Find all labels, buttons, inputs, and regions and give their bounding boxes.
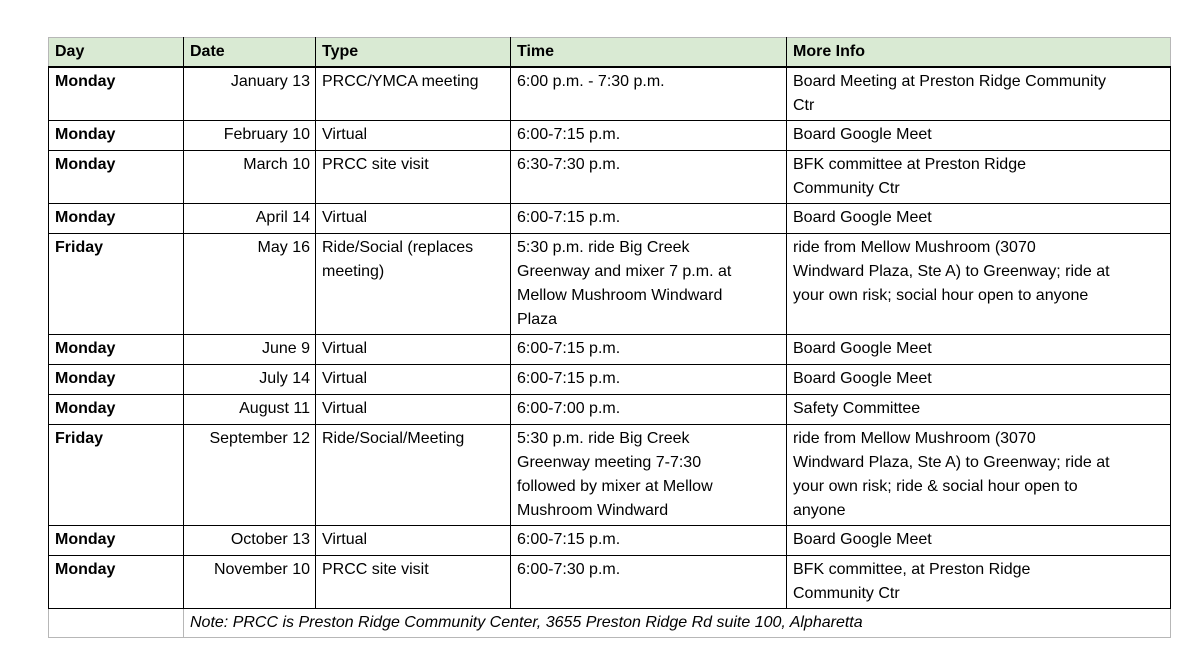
table-row: Monday July 14 Virtual 6:00-7:15 p.m. Board … — [48, 364, 1171, 395]
note-empty-cell — [48, 608, 184, 638]
cell-type: Virtual — [315, 334, 511, 365]
cell-time: 6:00-7:15 p.m. — [510, 120, 787, 151]
cell-info: ride from Mellow Mushroom (3070 Windward… — [786, 424, 1171, 526]
cell-day: Friday — [48, 424, 184, 526]
cell-date: August 11 — [183, 394, 316, 425]
cell-type: PRCC/YMCA meeting — [315, 66, 511, 121]
table-row: Monday November 10 PRCC site visit 6:00-7:3… — [48, 555, 1171, 609]
column-header-time: Time — [510, 37, 787, 68]
cell-info: Board Meeting at Preston Ridge Community… — [786, 66, 1171, 121]
cell-info: Board Google Meet — [786, 364, 1171, 395]
cell-day: Monday — [48, 120, 184, 151]
cell-date: March 10 — [183, 150, 316, 204]
cell-time: 6:00-7:15 p.m. — [510, 334, 787, 365]
cell-date: June 9 — [183, 334, 316, 365]
column-header-type: Type — [315, 37, 511, 68]
cell-type: Ride/Social/Meeting — [315, 424, 511, 526]
cell-day: Monday — [48, 66, 184, 121]
column-header-date: Date — [183, 37, 316, 68]
cell-time: 6:00-7:15 p.m. — [510, 203, 787, 234]
cell-info: Board Google Meet — [786, 525, 1171, 556]
table-row: Monday March 10 PRCC site visit 6:30-7:30 p… — [48, 150, 1171, 204]
cell-date: February 10 — [183, 120, 316, 151]
cell-date: July 14 — [183, 364, 316, 395]
cell-info: Board Google Meet — [786, 334, 1171, 365]
cell-date: May 16 — [183, 233, 316, 335]
cell-day: Friday — [48, 233, 184, 335]
cell-day: Monday — [48, 525, 184, 556]
header-row: Day Date Type Time More Info — [48, 37, 1171, 68]
schedule-table-container: Day Date Type Time More Info Monday January 1… — [48, 37, 1171, 638]
cell-type: Ride/Social (replaces meeting) — [315, 233, 511, 335]
cell-info: BFK committee, at Preston Ridge Communit… — [786, 555, 1171, 609]
cell-type: Virtual — [315, 364, 511, 395]
cell-type: Virtual — [315, 525, 511, 556]
cell-info: BFK committee at Preston Ridge Community… — [786, 150, 1171, 204]
table-row: Friday September 12 Ride/Social/Meeting 5:3… — [48, 424, 1171, 526]
table-row: Monday April 14 Virtual 6:00-7:15 p.m. Board… — [48, 203, 1171, 234]
cell-info: Board Google Meet — [786, 120, 1171, 151]
cell-info: Board Google Meet — [786, 203, 1171, 234]
cell-day: Monday — [48, 203, 184, 234]
cell-day: Monday — [48, 364, 184, 395]
cell-type: Virtual — [315, 120, 511, 151]
note-text: Note: PRCC is Preston Ridge Community Ce… — [183, 608, 1171, 638]
table-row: Monday January 13 PRCC/YMCA meeting 6:00 p.… — [48, 66, 1171, 121]
table-row: Monday October 13 Virtual 6:00-7:15 p.m. Boa… — [48, 525, 1171, 556]
cell-time: 6:00 p.m. - 7:30 p.m. — [510, 66, 787, 121]
cell-date: November 10 — [183, 555, 316, 609]
cell-info: Safety Committee — [786, 394, 1171, 425]
cell-date: October 13 — [183, 525, 316, 556]
table-row: Friday May 16 Ride/Social (replaces meetin… — [48, 233, 1171, 335]
cell-date: January 13 — [183, 66, 316, 121]
cell-time: 6:00-7:30 p.m. — [510, 555, 787, 609]
cell-type: PRCC site visit — [315, 555, 511, 609]
column-header-day: Day — [48, 37, 184, 68]
cell-time: 6:00-7:15 p.m. — [510, 364, 787, 395]
cell-type: Virtual — [315, 203, 511, 234]
cell-day: Monday — [48, 555, 184, 609]
cell-time: 5:30 p.m. ride Big Creek Greenway meetin… — [510, 424, 787, 526]
table-row: Monday June 9 Virtual 6:00-7:15 p.m. Board G… — [48, 334, 1171, 365]
cell-type: PRCC site visit — [315, 150, 511, 204]
cell-day: Monday — [48, 334, 184, 365]
table-row: Monday February 10 Virtual 6:00-7:15 p.m. Bo… — [48, 120, 1171, 151]
note-row: Note: PRCC is Preston Ridge Community Ce… — [48, 608, 1171, 638]
cell-time: 6:30-7:30 p.m. — [510, 150, 787, 204]
cell-day: Monday — [48, 150, 184, 204]
cell-day: Monday — [48, 394, 184, 425]
cell-time: 5:30 p.m. ride Big Creek Greenway and mi… — [510, 233, 787, 335]
table-row: Monday August 11 Virtual 6:00-7:00 p.m. Safe… — [48, 394, 1171, 425]
meeting-schedule-table: Day Date Type Time More Info Monday January 1… — [48, 37, 1171, 638]
column-header-more-info: More Info — [786, 37, 1171, 68]
cell-time: 6:00-7:15 p.m. — [510, 525, 787, 556]
cell-type: Virtual — [315, 394, 511, 425]
cell-time: 6:00-7:00 p.m. — [510, 394, 787, 425]
cell-info: ride from Mellow Mushroom (3070 Windward… — [786, 233, 1171, 335]
cell-date: September 12 — [183, 424, 316, 526]
cell-date: April 14 — [183, 203, 316, 234]
